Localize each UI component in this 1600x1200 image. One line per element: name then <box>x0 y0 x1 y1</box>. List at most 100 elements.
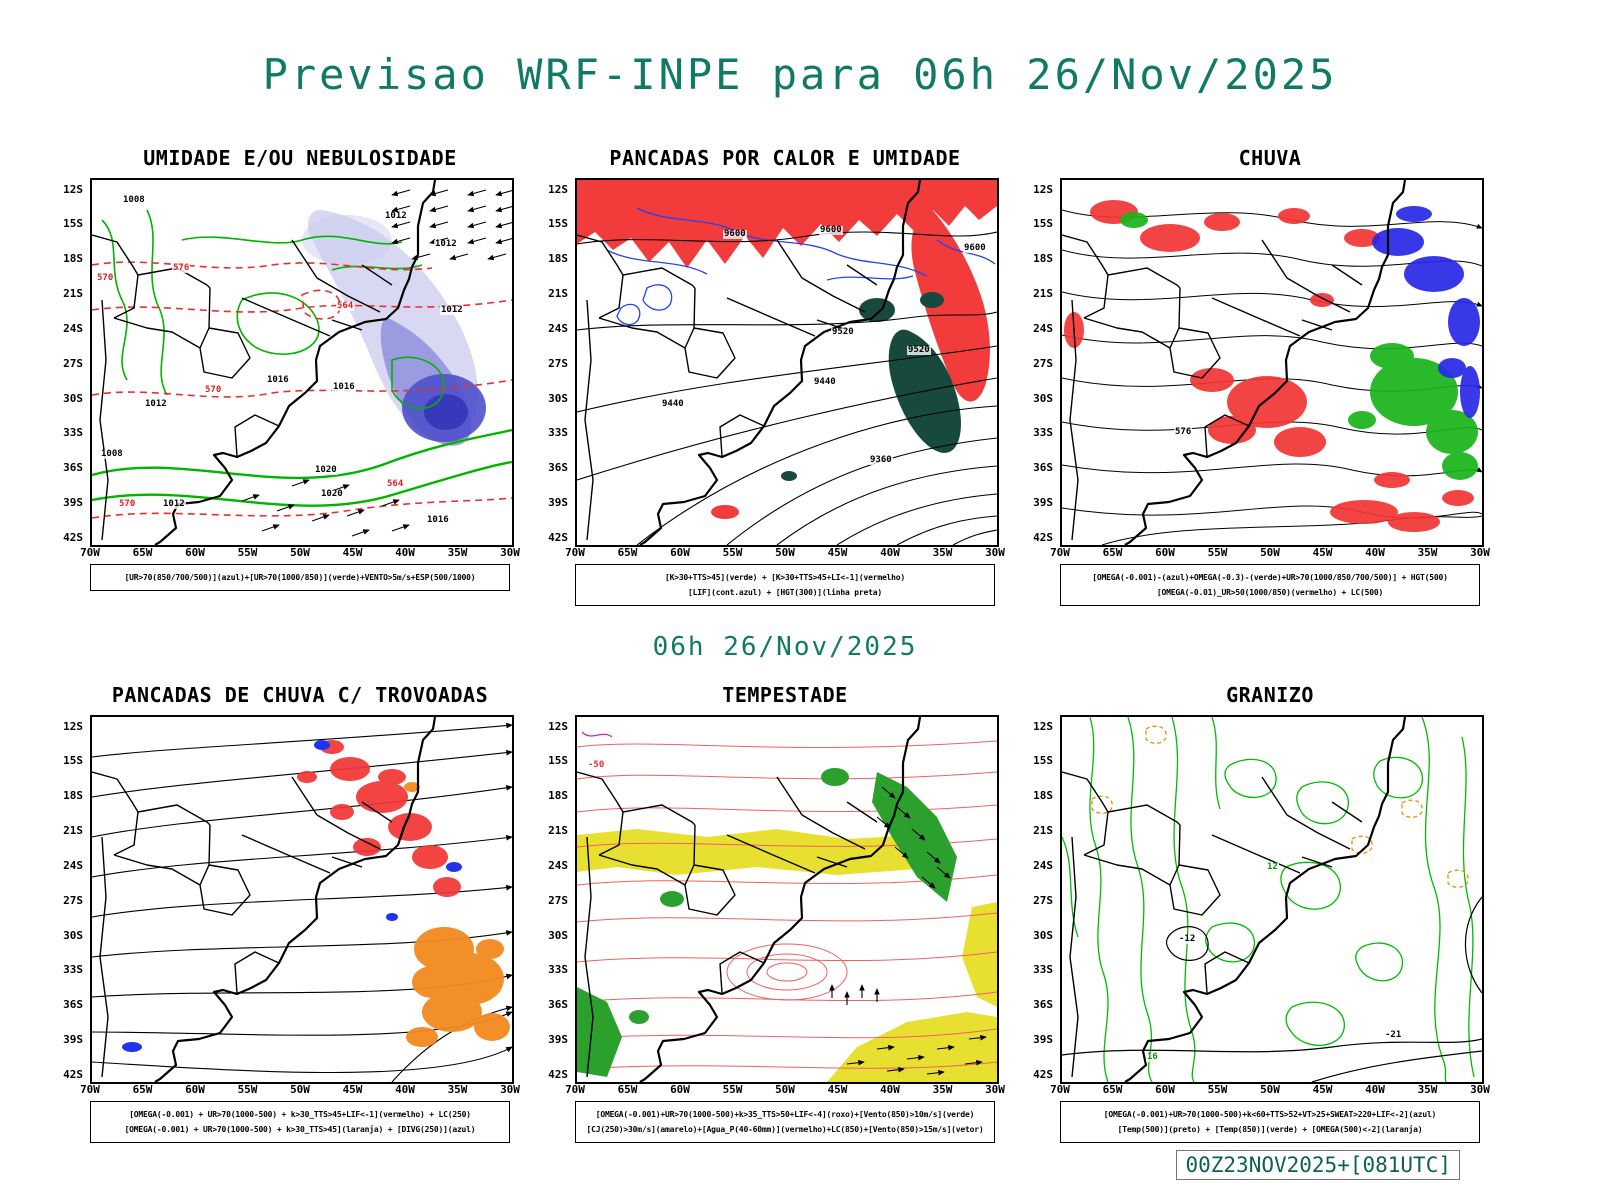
lon-tick-label: 40W <box>880 546 900 559</box>
lat-tick-label: 18S <box>1033 252 1053 266</box>
contour-label: 1012 <box>440 305 464 315</box>
contour-label: 576 <box>1174 427 1193 437</box>
contour-label: 1012 <box>434 239 458 249</box>
lon-tick-label: 45W <box>1312 1083 1333 1096</box>
contour-label: -50 <box>587 760 606 770</box>
lon-tick-label: 45W <box>342 546 363 559</box>
lon-tick-label: 45W <box>827 1083 848 1096</box>
lat-tick-label: 30S <box>1033 928 1053 942</box>
lon-tick-label: 35W <box>447 1083 468 1096</box>
lat-tick-label: 42S <box>548 531 568 544</box>
lon-tick-label: 50W <box>290 546 310 559</box>
lat-tick-label: 15S <box>1033 217 1053 231</box>
lat-tick-label: 33S <box>548 426 568 440</box>
contour-label: 570 <box>118 499 137 509</box>
lon-tick-label: 30W <box>985 1083 1005 1096</box>
panel-title-chuva: CHUVA <box>1238 146 1302 170</box>
lon-axis: 70W 65W 60W 55W 50W 45W 40W 35W 30W <box>565 1082 1005 1098</box>
lat-tick-label: 18S <box>63 789 83 803</box>
lat-axis: 12S 15S 18S 21S 24S 27S 30S 33S 36S 39S 42S <box>1014 178 1056 547</box>
lon-axis: 70W 65W 60W 55W 50W 45W 40W 35W 30W <box>80 1082 520 1098</box>
panel-title-trovoadas: PANCADAS DE CHUVA C/ TROVOADAS <box>111 683 489 707</box>
lon-tick-label: 30W <box>500 1083 520 1096</box>
lon-tick-label: 65W <box>132 1083 153 1096</box>
lat-tick-label: 39S <box>63 1033 83 1047</box>
map-tempestade: -50 <box>575 715 999 1084</box>
contour-label: 1016 <box>332 382 356 392</box>
contour-label: 9440 <box>661 399 685 409</box>
lon-tick-label: 35W <box>1417 546 1438 559</box>
lat-tick-label: 36S <box>1033 461 1053 475</box>
contour-label: 564 <box>336 301 355 311</box>
lat-tick-label: 36S <box>63 461 83 475</box>
lat-tick-label: 18S <box>1033 789 1053 803</box>
caption-line: [OMEGA(-0.001)+UR>70(1000-500)+k<60+TTS>… <box>1103 1110 1437 1119</box>
panel-granizo: GRANIZO 12S 15S 18S 21S 24S 27S 30S 33S 36S 39S 42… <box>1014 681 1490 1151</box>
lon-tick-label: 65W <box>1102 546 1123 559</box>
lat-tick-label: 39S <box>63 496 83 510</box>
lon-tick-label: 70W <box>1050 1083 1070 1096</box>
lat-tick-label: 12S <box>1033 719 1053 733</box>
lon-tick-label: 40W <box>395 546 415 559</box>
contour-label: 1008 <box>100 449 124 459</box>
lat-tick-label: 33S <box>1033 426 1053 440</box>
contour-label: 1012 <box>384 211 408 221</box>
lon-axis: 70W 65W 60W 55W 50W 45W 40W 35W 30W <box>565 545 1005 561</box>
lat-tick-label: 30S <box>63 928 83 942</box>
lat-tick-label: 27S <box>1033 356 1053 370</box>
lon-tick-label: 70W <box>565 546 585 559</box>
lat-tick-label: 15S <box>63 754 83 768</box>
lat-tick-label: 18S <box>63 252 83 266</box>
lon-tick-label: 55W <box>722 1083 743 1096</box>
contour-label: -21 <box>1384 1030 1403 1040</box>
lon-tick-label: 50W <box>1260 1083 1280 1096</box>
lon-tick-label: 60W <box>185 1083 205 1096</box>
lon-tick-label: 60W <box>670 546 690 559</box>
lat-tick-label: 12S <box>548 182 568 196</box>
lat-axis: 12S 15S 18S 21S 24S 27S 30S 33S 36S 39S 42S <box>529 178 571 547</box>
lat-tick-label: 24S <box>1033 321 1053 335</box>
lat-tick-label: 27S <box>1033 893 1053 907</box>
caption-line: [OMEGA(-0.01)_UR>50(1000/850)(vermelho) … <box>1156 588 1384 597</box>
lon-tick-label: 60W <box>1155 546 1175 559</box>
lat-tick-label: 39S <box>1033 496 1053 510</box>
panel-title-tempestade: TEMPESTADE <box>722 683 848 707</box>
contour-label: 1016 <box>266 375 290 385</box>
lat-tick-label: 33S <box>1033 963 1053 977</box>
lon-tick-label: 45W <box>1312 546 1333 559</box>
contour-label: 16 <box>1146 1052 1159 1062</box>
contour-label: 9360 <box>869 455 893 465</box>
lat-tick-label: 24S <box>548 321 568 335</box>
lon-axis: 70W 65W 60W 55W 50W 45W 40W 35W 30W <box>80 545 520 561</box>
contour-label: 9600 <box>963 243 987 253</box>
lon-tick-label: 60W <box>185 546 205 559</box>
lon-tick-label: 70W <box>80 1083 100 1096</box>
panel-title-pancadas-calor: PANCADAS POR CALOR E UMIDADE <box>609 146 961 170</box>
lat-tick-label: 42S <box>548 1068 568 1081</box>
lat-tick-label: 12S <box>63 719 83 733</box>
lat-tick-label: 33S <box>548 963 568 977</box>
panel-tempestade: TEMPESTADE 12S 15S 18S 21S 24S 27S 30S 33S 36S 39… <box>529 681 1005 1151</box>
contour-label: 9520 <box>907 345 931 355</box>
lat-tick-label: 42S <box>1033 1068 1053 1081</box>
contour-label: 1020 <box>320 489 344 499</box>
caption-line: [Temp(500)](preto) + [Temp(850)](verde) … <box>1117 1125 1423 1134</box>
panel-umidade: UMIDADE E/OU NEBULOSIDADE 12S 15S 18S 21S 24… <box>44 144 520 614</box>
lon-tick-label: 35W <box>932 1083 953 1096</box>
lat-tick-label: 12S <box>548 719 568 733</box>
caption-line: [CJ(250)>30m/s](amarelo)+[Agua_P(40-60mm… <box>586 1125 984 1134</box>
lat-tick-label: 27S <box>548 893 568 907</box>
lon-tick-label: 50W <box>290 1083 310 1096</box>
lat-axis: 12S 15S 18S 21S 24S 27S 30S 33S 36S 39S 42S <box>1014 715 1056 1084</box>
caption-line: [K>30+TTS>45](verde) + [K>30+TTS>45+LI<-… <box>664 573 906 582</box>
lat-tick-label: 21S <box>63 287 83 301</box>
panel-chuva: CHUVA 12S 15S 18S 21S 24S 27S 30S 33S 36S 39S 42S <box>1014 144 1490 614</box>
lon-tick-label: 55W <box>237 546 258 559</box>
lon-tick-label: 70W <box>1050 546 1070 559</box>
lon-tick-label: 65W <box>132 546 153 559</box>
lon-tick-label: 70W <box>80 546 100 559</box>
lat-tick-label: 27S <box>63 893 83 907</box>
lon-tick-label: 55W <box>1207 1083 1228 1096</box>
caption-umidade: [UR>70(850/700/500)](azul)+[UR>70(1000/8… <box>90 564 510 591</box>
lat-tick-label: 30S <box>1033 391 1053 405</box>
